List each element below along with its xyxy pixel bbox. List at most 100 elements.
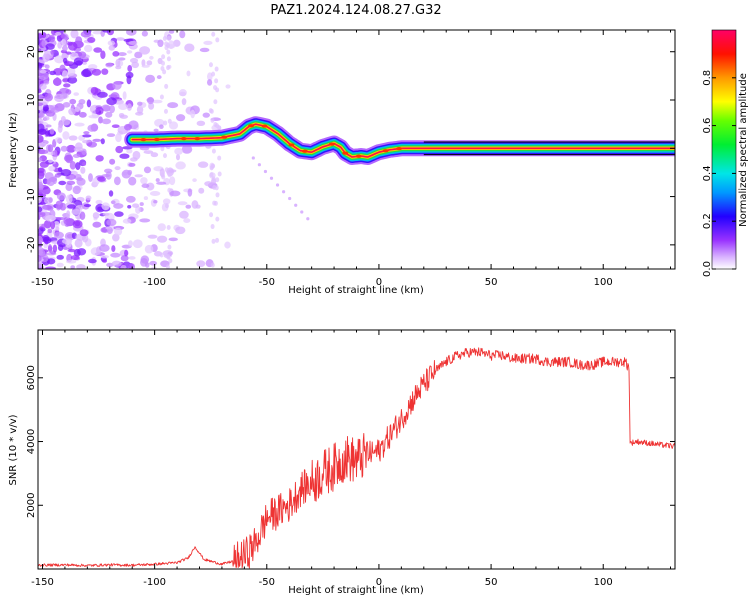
spectrogram-xlabel: Height of straight line (km) xyxy=(288,285,424,296)
noise-blob xyxy=(82,161,87,166)
noise-blob xyxy=(38,181,44,189)
noise-blob xyxy=(61,52,68,60)
noise-streak xyxy=(211,176,216,182)
noise-streak xyxy=(214,78,219,84)
noise-blob xyxy=(192,178,197,183)
spectrogram-ylabel: Frequency (Hz) xyxy=(8,112,19,188)
noise-blob xyxy=(100,138,105,145)
noise-blob xyxy=(108,94,118,98)
noise-blob xyxy=(53,231,64,239)
noise-blob xyxy=(185,204,192,209)
noise-blob xyxy=(204,181,213,187)
noise-streak xyxy=(212,200,217,206)
noise-blob xyxy=(112,51,120,57)
noise-blob xyxy=(122,91,127,100)
noise-streak xyxy=(209,212,214,218)
noise-blob xyxy=(156,181,167,185)
ridge-hotspot xyxy=(396,146,403,151)
noise-blob xyxy=(54,137,63,143)
noise-blob xyxy=(60,145,68,152)
noise-blob xyxy=(112,233,120,242)
noise-blob xyxy=(54,93,65,103)
noise-streak xyxy=(163,252,168,258)
noise-blob xyxy=(48,159,54,163)
noise-blob xyxy=(95,199,103,205)
noise-blob xyxy=(175,161,186,170)
noise-blob xyxy=(87,124,97,132)
noise-blob xyxy=(67,41,74,46)
noise-streak xyxy=(211,31,216,37)
noise-blob xyxy=(63,216,71,225)
snr-ytick-label: 6000 xyxy=(26,365,37,390)
chart-title: PAZ1.2024.124.08.27.G32 xyxy=(270,3,441,18)
ridge-hotspot xyxy=(382,149,389,153)
noise-blob xyxy=(83,131,90,135)
noise-blob xyxy=(38,149,49,155)
noise-blob xyxy=(168,30,175,34)
noise-blob xyxy=(50,49,55,55)
noise-streak xyxy=(165,264,170,269)
snr-xtick-label: 50 xyxy=(485,577,498,588)
noise-streak xyxy=(215,216,220,222)
noise-blob xyxy=(153,128,159,132)
noise-blob xyxy=(39,83,47,90)
noise-blob xyxy=(203,40,213,45)
noise-blob xyxy=(140,177,148,185)
noise-blob xyxy=(149,260,157,266)
snr-xtick-label: -50 xyxy=(259,577,275,588)
noise-blob xyxy=(118,57,126,61)
noise-blob xyxy=(48,165,56,172)
noise-streak xyxy=(161,54,166,60)
noise-streak xyxy=(214,185,219,191)
noise-blob xyxy=(44,64,50,69)
noise-blob xyxy=(147,234,158,239)
noise-streak xyxy=(215,37,220,43)
noise-blob xyxy=(38,255,42,263)
noise-blob xyxy=(70,30,79,39)
tail-dot xyxy=(269,176,274,180)
noise-blob xyxy=(75,36,83,45)
noise-blob xyxy=(102,212,110,216)
snr-line xyxy=(38,347,675,569)
noise-streak xyxy=(215,177,220,183)
noise-blob xyxy=(60,169,72,177)
noise-blob xyxy=(149,190,161,196)
noise-blob xyxy=(38,235,43,244)
noise-blob xyxy=(67,76,78,84)
noise-blob xyxy=(95,106,104,115)
noise-blob xyxy=(79,229,89,237)
ridge-hotspot xyxy=(342,151,349,155)
noise-blob xyxy=(122,218,132,224)
noise-blob xyxy=(109,158,116,165)
noise-blob xyxy=(38,167,45,174)
noise-blob xyxy=(132,203,140,208)
noise-blob xyxy=(176,114,186,122)
noise-streak xyxy=(165,203,170,209)
noise-blob xyxy=(128,162,136,167)
noise-blob xyxy=(107,40,116,46)
noise-blob xyxy=(177,201,188,206)
noise-blob xyxy=(143,166,152,174)
noise-blob xyxy=(95,155,104,162)
noise-blob xyxy=(86,99,92,108)
snr-xlabel: Height of straight line (km) xyxy=(288,585,424,596)
noise-blob xyxy=(38,37,41,46)
noise-blob xyxy=(65,194,73,204)
noise-blob xyxy=(41,223,48,228)
noise-blob xyxy=(139,202,144,206)
noise-blob xyxy=(55,216,66,221)
noise-blob xyxy=(66,180,76,186)
noise-blob xyxy=(134,51,143,59)
noise-blob xyxy=(63,154,73,162)
noise-blob xyxy=(184,43,195,52)
noise-streak xyxy=(215,87,220,93)
noise-blob xyxy=(159,124,164,130)
noise-blob xyxy=(156,75,162,80)
noise-blob xyxy=(38,123,45,133)
noise-blob xyxy=(187,188,193,197)
noise-streak xyxy=(214,66,219,72)
noise-blob xyxy=(225,84,231,89)
noise-blob xyxy=(202,112,210,118)
snr-xtick-label: 100 xyxy=(594,577,613,588)
noise-blob xyxy=(144,244,154,254)
